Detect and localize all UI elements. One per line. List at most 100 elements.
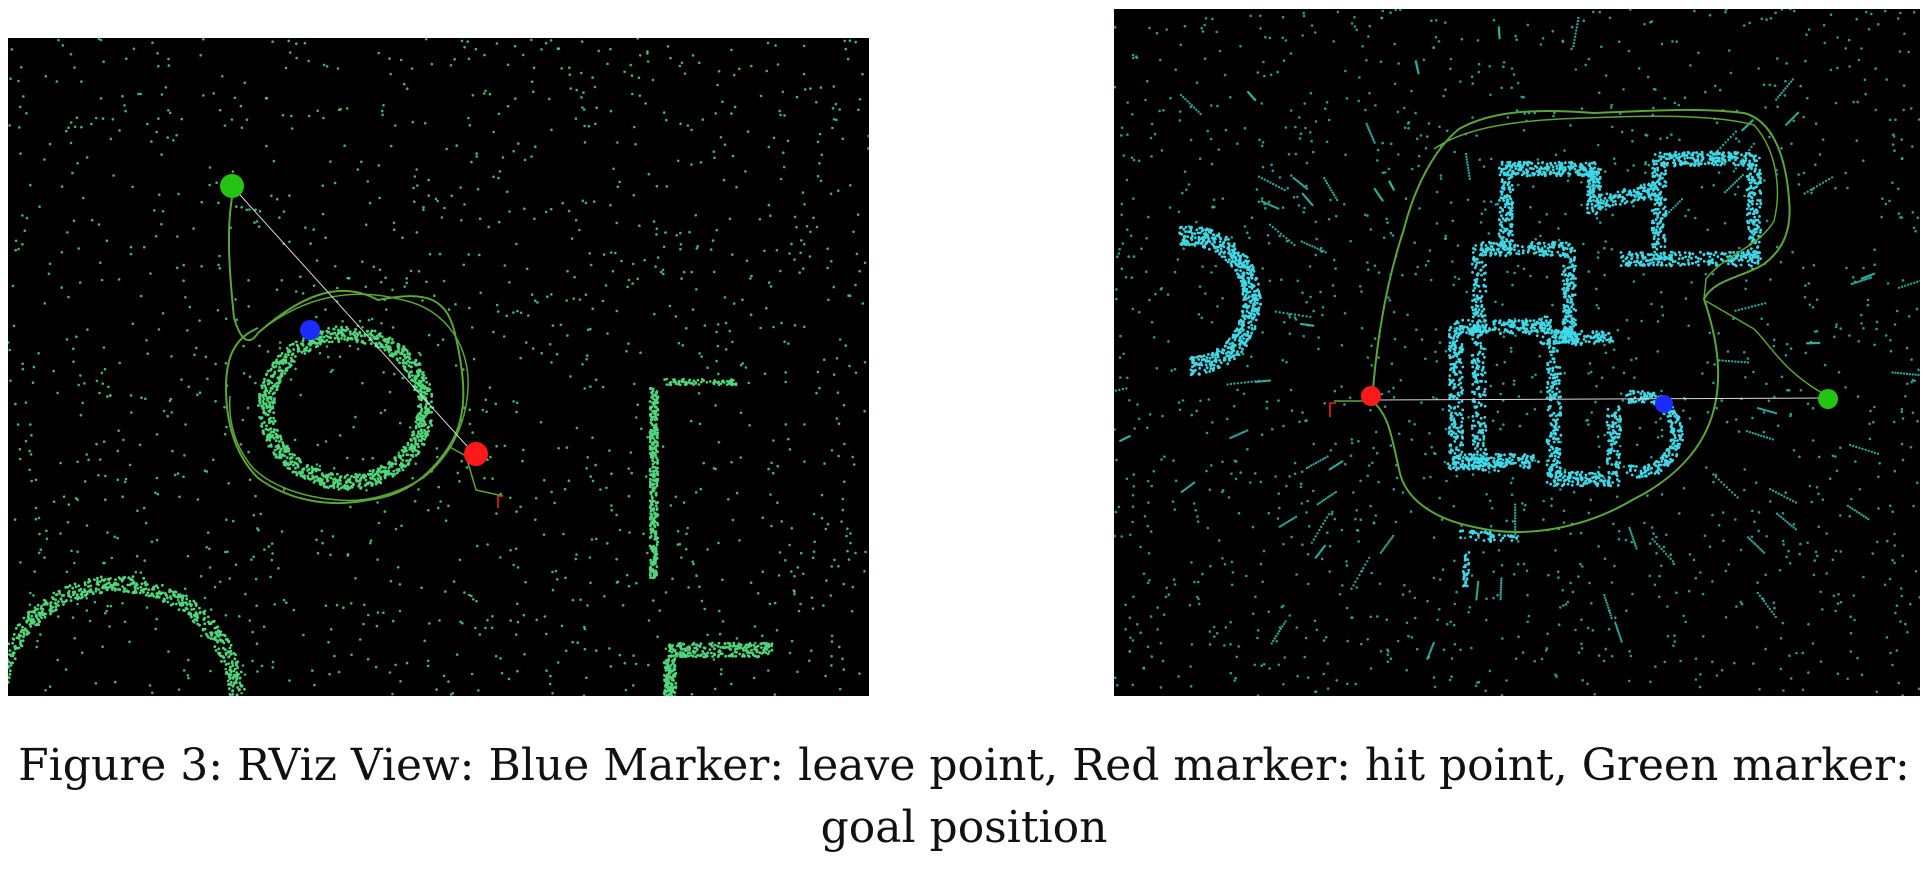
point bbox=[694, 213, 698, 217]
point bbox=[235, 693, 239, 696]
point bbox=[97, 588, 101, 591]
point bbox=[1376, 615, 1379, 618]
point bbox=[1478, 158, 1481, 161]
point bbox=[1200, 26, 1203, 30]
point bbox=[738, 67, 741, 71]
point bbox=[767, 650, 771, 653]
point bbox=[295, 56, 298, 60]
point bbox=[648, 445, 652, 449]
point bbox=[192, 599, 196, 603]
point bbox=[1263, 74, 1266, 78]
point bbox=[1282, 683, 1285, 686]
point bbox=[653, 524, 657, 528]
point bbox=[37, 516, 41, 520]
point bbox=[675, 234, 678, 237]
point bbox=[377, 164, 381, 167]
point bbox=[104, 612, 107, 615]
point bbox=[767, 203, 771, 207]
point bbox=[519, 505, 522, 509]
hit-marker bbox=[464, 442, 488, 466]
point bbox=[562, 532, 565, 536]
point bbox=[267, 545, 271, 548]
point bbox=[654, 400, 658, 404]
point bbox=[1179, 110, 1182, 113]
point bbox=[337, 482, 340, 486]
leave-marker bbox=[300, 320, 320, 340]
point bbox=[1303, 206, 1306, 210]
point bbox=[167, 64, 171, 67]
point bbox=[573, 275, 576, 279]
point bbox=[797, 609, 801, 613]
point bbox=[671, 577, 674, 580]
point bbox=[260, 416, 264, 420]
point bbox=[173, 473, 177, 477]
point bbox=[649, 536, 652, 539]
point bbox=[180, 117, 184, 121]
point bbox=[405, 459, 408, 463]
point bbox=[1239, 44, 1242, 48]
point bbox=[388, 347, 392, 351]
point bbox=[1580, 642, 1583, 646]
point bbox=[297, 471, 301, 474]
point bbox=[647, 619, 651, 622]
point bbox=[1393, 42, 1396, 46]
point bbox=[229, 673, 233, 677]
point bbox=[269, 575, 272, 579]
point bbox=[140, 396, 143, 400]
point bbox=[1119, 334, 1122, 338]
point bbox=[1366, 261, 1369, 264]
point bbox=[1914, 570, 1918, 573]
point bbox=[94, 682, 98, 685]
point bbox=[384, 339, 387, 343]
point bbox=[630, 471, 633, 475]
point bbox=[387, 350, 391, 354]
point bbox=[838, 338, 842, 341]
point bbox=[426, 664, 430, 668]
point bbox=[1115, 297, 1118, 301]
point bbox=[670, 694, 674, 696]
point bbox=[109, 583, 113, 587]
point bbox=[233, 657, 237, 661]
point bbox=[1868, 422, 1871, 426]
point bbox=[1444, 88, 1447, 91]
point bbox=[1604, 647, 1608, 651]
point bbox=[1646, 494, 1649, 497]
point bbox=[272, 365, 276, 369]
point bbox=[248, 619, 252, 622]
point bbox=[1192, 502, 1196, 505]
point bbox=[1901, 458, 1905, 462]
point bbox=[1419, 134, 1423, 137]
point bbox=[1129, 533, 1132, 537]
point bbox=[369, 342, 373, 345]
point bbox=[1405, 621, 1409, 625]
point bbox=[389, 464, 393, 468]
point bbox=[175, 266, 179, 270]
point bbox=[556, 578, 559, 581]
point bbox=[376, 473, 380, 477]
point bbox=[1912, 226, 1916, 230]
point bbox=[1428, 249, 1432, 252]
point bbox=[1845, 266, 1848, 270]
point bbox=[525, 341, 528, 344]
point bbox=[654, 414, 657, 418]
point bbox=[340, 337, 343, 340]
point bbox=[303, 41, 307, 45]
point bbox=[388, 390, 392, 394]
point bbox=[207, 620, 210, 624]
point bbox=[590, 538, 594, 541]
point bbox=[421, 434, 425, 438]
point bbox=[270, 435, 274, 438]
point bbox=[1401, 273, 1404, 277]
point bbox=[1416, 265, 1419, 269]
point bbox=[1453, 602, 1457, 606]
point bbox=[243, 673, 247, 676]
point bbox=[709, 643, 713, 647]
point bbox=[33, 606, 37, 609]
point bbox=[444, 519, 448, 522]
point bbox=[790, 242, 793, 246]
point bbox=[391, 288, 394, 292]
point bbox=[313, 340, 316, 344]
point bbox=[358, 473, 361, 476]
point bbox=[117, 429, 120, 433]
point bbox=[512, 149, 515, 153]
